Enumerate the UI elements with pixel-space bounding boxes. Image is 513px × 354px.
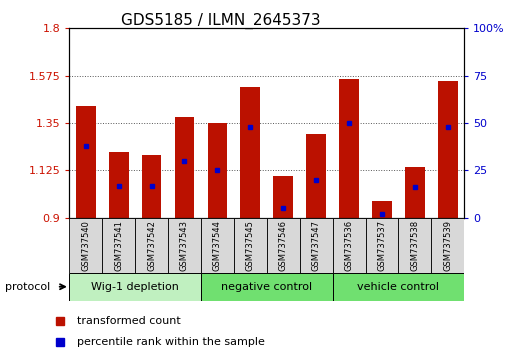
Text: GDS5185 / ILMN_2645373: GDS5185 / ILMN_2645373 [121, 12, 321, 29]
Text: GSM737545: GSM737545 [246, 220, 255, 270]
Bar [69, 273, 201, 301]
Bar [142, 155, 162, 218]
Bar [267, 218, 300, 273]
Bar [174, 117, 194, 218]
Text: transformed count: transformed count [77, 316, 181, 326]
Text: GSM737543: GSM737543 [180, 219, 189, 271]
Bar [332, 218, 365, 273]
Text: GSM737537: GSM737537 [378, 219, 386, 271]
Text: GSM737542: GSM737542 [147, 220, 156, 270]
Bar [241, 87, 260, 218]
Bar [69, 218, 102, 273]
Text: GSM737540: GSM737540 [81, 220, 90, 270]
Bar [438, 81, 458, 218]
Bar [365, 218, 399, 273]
Bar [207, 123, 227, 218]
Bar [234, 218, 267, 273]
Bar [135, 218, 168, 273]
Text: GSM737541: GSM737541 [114, 220, 123, 270]
Bar [102, 218, 135, 273]
Bar [300, 218, 332, 273]
Text: GSM737538: GSM737538 [410, 219, 420, 271]
Bar [306, 133, 326, 218]
Bar [168, 218, 201, 273]
Bar [399, 218, 431, 273]
Bar [405, 167, 425, 218]
Bar [372, 201, 392, 218]
Text: vehicle control: vehicle control [358, 282, 440, 292]
Text: GSM737546: GSM737546 [279, 219, 288, 271]
Text: Wig-1 depletion: Wig-1 depletion [91, 282, 179, 292]
Text: percentile rank within the sample: percentile rank within the sample [77, 337, 265, 347]
Bar [332, 273, 464, 301]
Bar [339, 79, 359, 218]
Bar [431, 218, 464, 273]
Bar [201, 218, 234, 273]
Text: GSM737544: GSM737544 [213, 220, 222, 270]
Text: protocol: protocol [5, 282, 50, 292]
Bar [273, 176, 293, 218]
Text: GSM737547: GSM737547 [311, 219, 321, 271]
Bar [201, 273, 332, 301]
Bar [76, 106, 95, 218]
Text: GSM737536: GSM737536 [345, 219, 353, 271]
Text: negative control: negative control [221, 282, 312, 292]
Bar [109, 153, 128, 218]
Text: GSM737539: GSM737539 [443, 219, 452, 271]
